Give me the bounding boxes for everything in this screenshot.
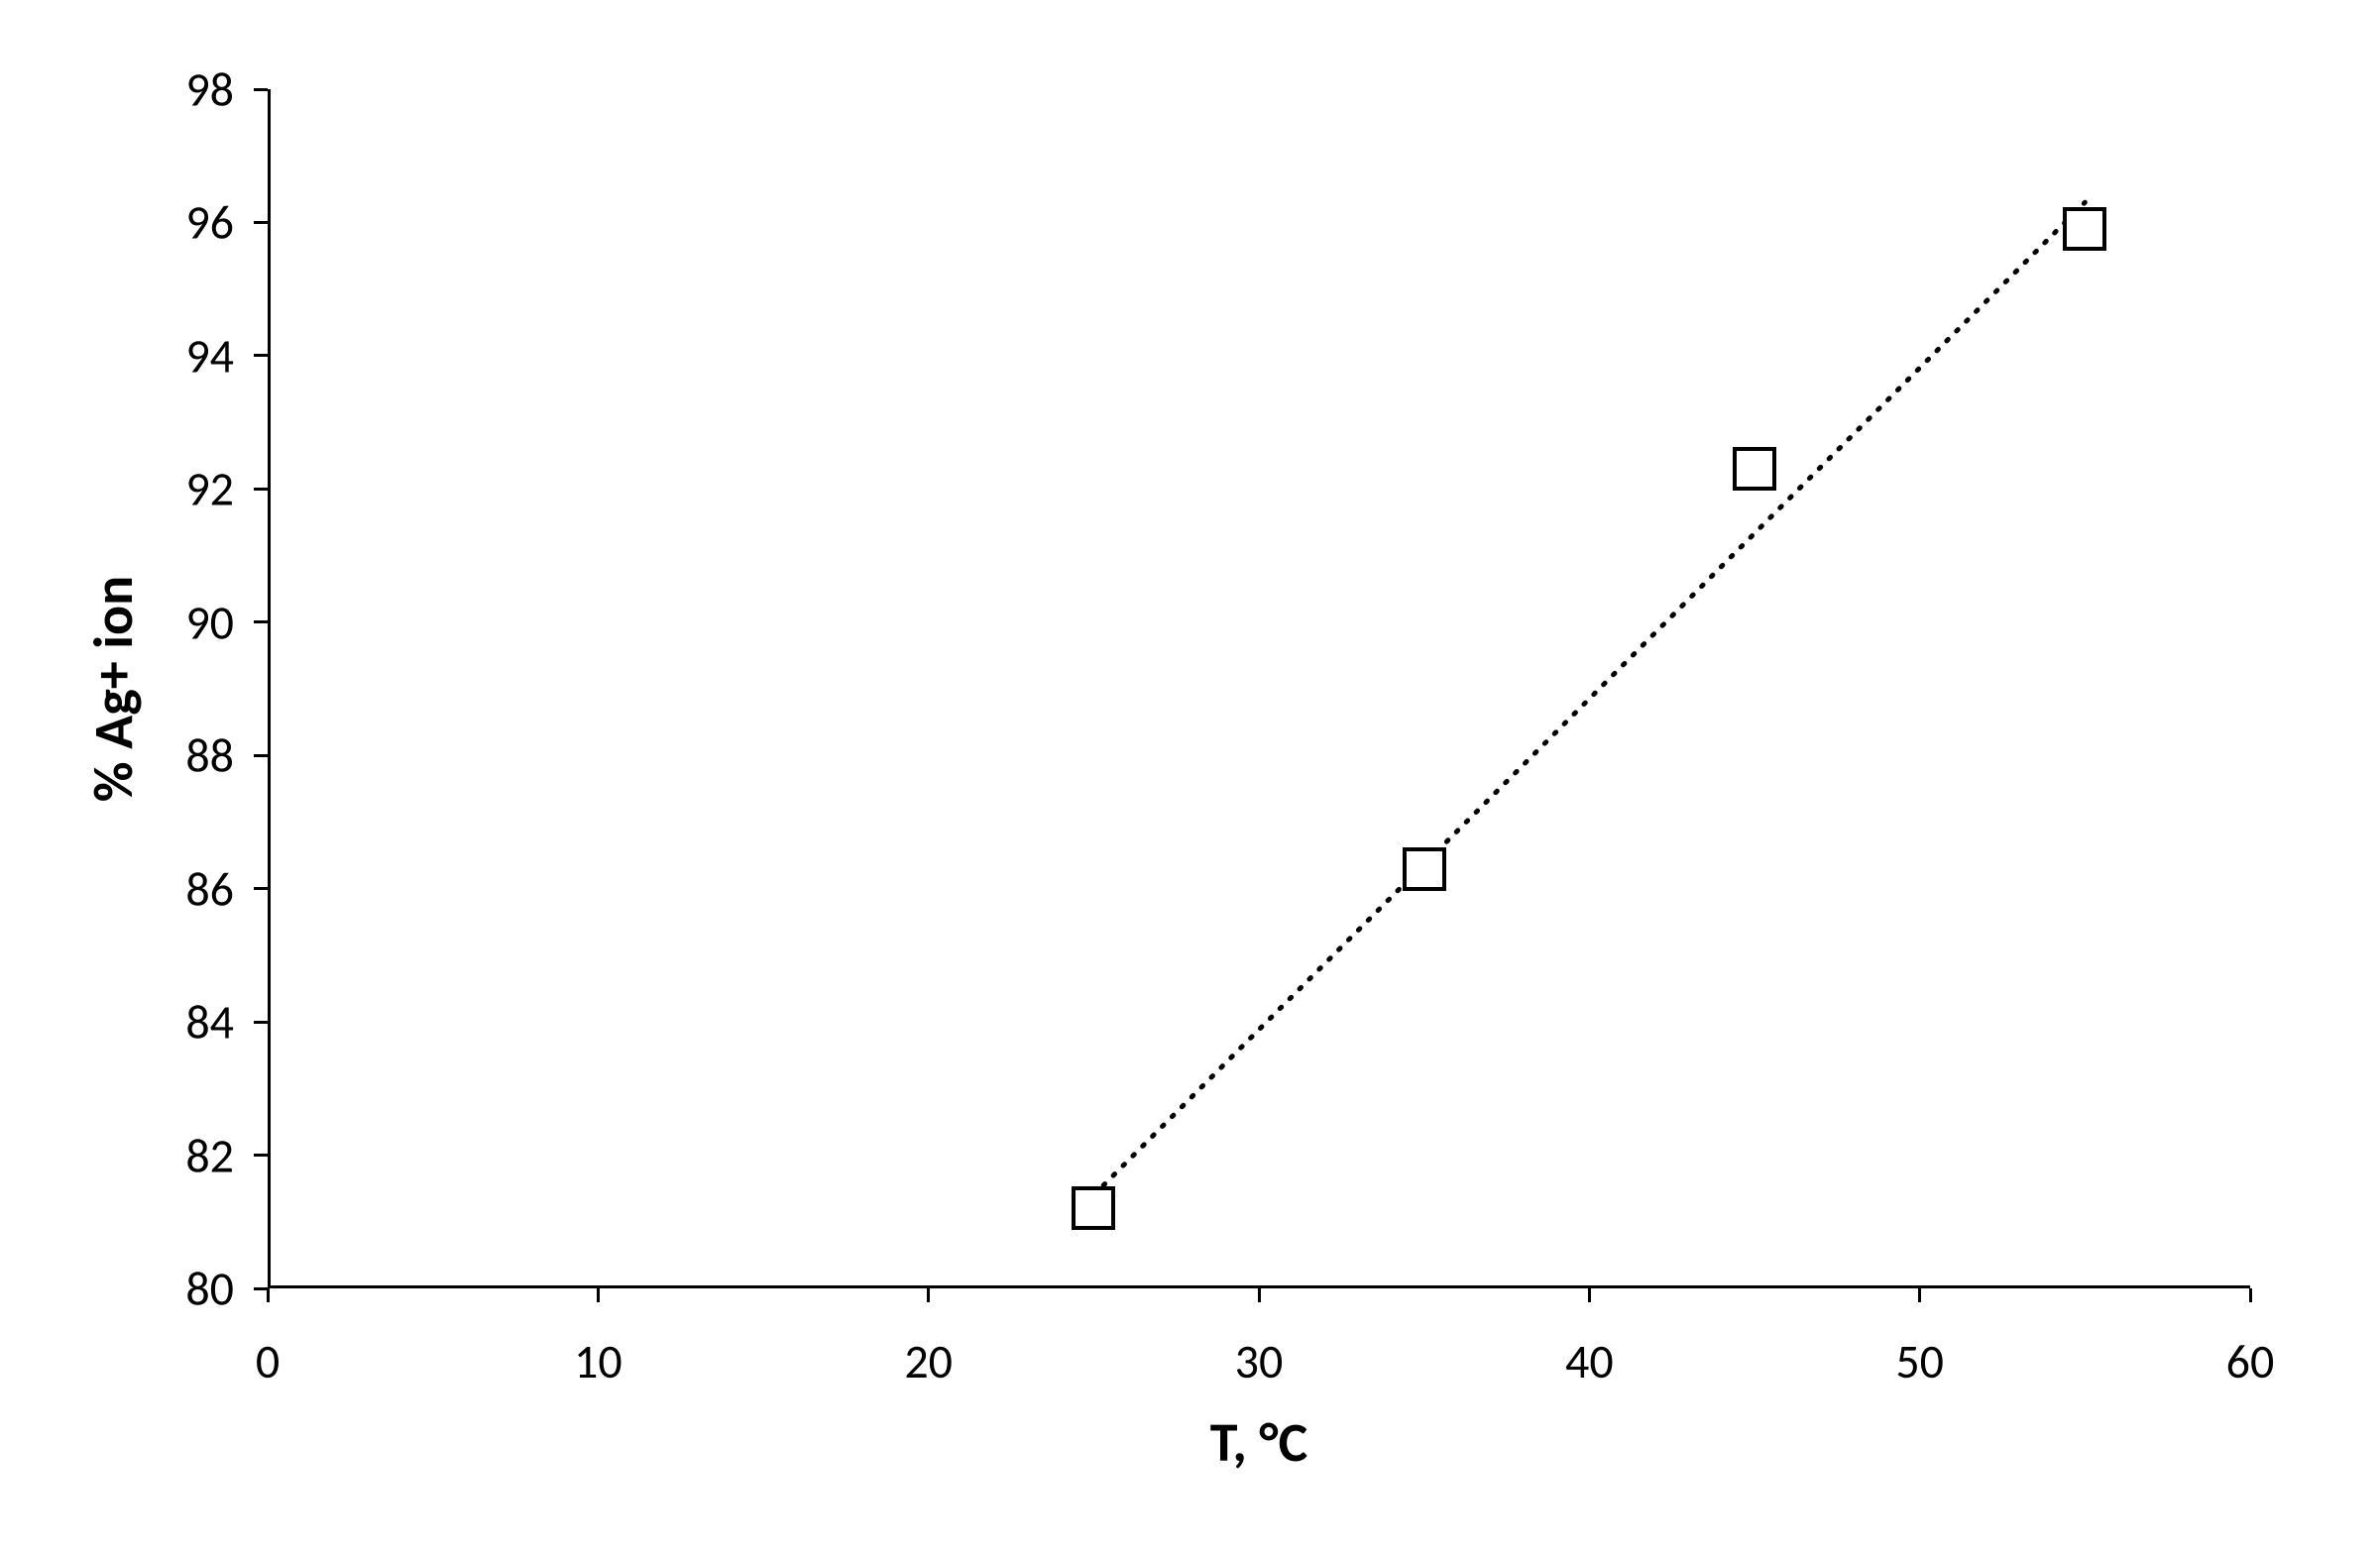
x-tick-mark — [597, 1288, 600, 1302]
y-tick-label: 80 — [59, 1260, 234, 1318]
x-tick-label: 10 — [574, 1332, 623, 1390]
y-tick-label: 92 — [59, 460, 234, 518]
x-tick-label: 50 — [1895, 1332, 1944, 1390]
x-tick-label: 0 — [256, 1332, 280, 1390]
y-tick-mark — [254, 1154, 268, 1157]
y-tick-mark — [254, 354, 268, 357]
x-axis-label: T, °C — [1210, 1409, 1307, 1477]
y-tick-mark — [254, 1021, 268, 1024]
data-marker — [1733, 447, 1776, 491]
x-tick-mark — [1258, 1288, 1261, 1302]
x-tick-mark — [1588, 1288, 1591, 1302]
y-tick-mark — [254, 221, 268, 224]
x-tick-mark — [267, 1288, 270, 1302]
y-tick-mark — [254, 620, 268, 623]
y-tick-label: 86 — [59, 859, 234, 918]
y-tick-mark — [254, 754, 268, 757]
x-tick-mark — [2249, 1288, 2252, 1302]
x-tick-label: 40 — [1565, 1332, 1614, 1390]
x-tick-mark — [1918, 1288, 1921, 1302]
x-tick-label: 60 — [2226, 1332, 2275, 1390]
y-tick-label: 84 — [59, 993, 234, 1052]
x-tick-label: 30 — [1235, 1332, 1284, 1390]
y-tick-label: 82 — [59, 1126, 234, 1184]
x-tick-label: 20 — [904, 1332, 953, 1390]
chart-container: 808284868890929496980102030405060% Ag+ i… — [59, 59, 2321, 1495]
y-tick-mark — [254, 88, 268, 91]
y-axis-label: % Ag+ ion — [80, 576, 148, 802]
x-tick-mark — [927, 1288, 930, 1302]
y-tick-label: 98 — [59, 60, 234, 119]
y-tick-mark — [254, 488, 268, 491]
data-marker — [1072, 1186, 1115, 1230]
data-marker — [2063, 207, 2106, 251]
y-tick-mark — [254, 887, 268, 890]
y-tick-label: 94 — [59, 326, 234, 385]
y-tick-label: 96 — [59, 193, 234, 252]
data-marker — [1403, 847, 1446, 891]
plot-area — [268, 89, 2250, 1288]
